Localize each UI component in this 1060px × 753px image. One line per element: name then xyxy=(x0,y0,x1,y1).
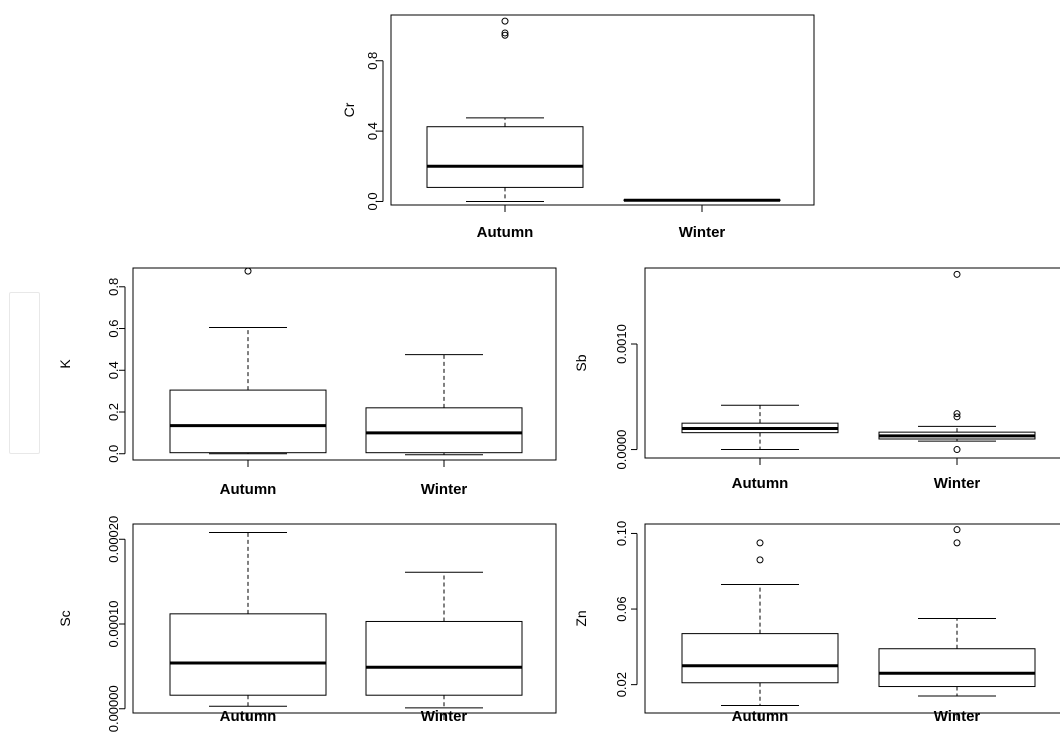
outlier-point xyxy=(501,31,509,39)
decorative-side-tab xyxy=(9,292,40,454)
outlier-point xyxy=(244,267,252,275)
outlier-point xyxy=(953,539,961,547)
panel-zn: 0.02 0.06 0.10 Zn Autumn Winter xyxy=(573,521,1060,725)
outlier-point xyxy=(756,556,764,564)
y-tick-label: 0.2 xyxy=(106,403,121,421)
y-tick-label: 0.00020 xyxy=(106,516,121,563)
y-tick-label: 0.0010 xyxy=(614,324,629,364)
y-tick-label: 0.02 xyxy=(614,672,629,697)
outlier-point xyxy=(501,29,509,37)
y-tick-label: 0.00000 xyxy=(106,685,121,732)
box-autumn xyxy=(681,404,839,451)
x-category-label: Winter xyxy=(679,224,726,241)
y-tick-label: 0.4 xyxy=(365,122,380,140)
iqr-box xyxy=(169,389,327,454)
x-category-label: Autumn xyxy=(732,475,789,492)
x-category-label: Winter xyxy=(934,708,981,725)
y-tick-label: 0.4 xyxy=(106,361,121,379)
y-axis-title: K xyxy=(57,359,73,369)
outlier-point xyxy=(501,17,509,25)
y-tick-label: 0.0000 xyxy=(614,430,629,470)
panel-sc: 0.00000 0.00010 0.00020 Sc Autumn Winter xyxy=(57,516,557,732)
y-axis-title: Sc xyxy=(57,610,73,626)
box-winter xyxy=(365,571,523,709)
outlier-point xyxy=(953,410,961,418)
y-tick-label: 0.06 xyxy=(614,596,629,621)
plot-frame xyxy=(132,267,557,461)
y-axis-title: Cr xyxy=(341,102,357,117)
box-autumn xyxy=(169,531,327,707)
x-category-label: Winter xyxy=(421,481,468,498)
x-category-label: Autumn xyxy=(477,224,534,241)
y-tick-label: 0.8 xyxy=(106,278,121,296)
x-category-label: Winter xyxy=(934,475,981,492)
y-tick-label: 0.00010 xyxy=(106,601,121,648)
x-category-label: Autumn xyxy=(220,708,277,725)
outlier-point xyxy=(953,270,961,278)
outlier-point xyxy=(953,526,961,534)
panel-k: 0.0 0.2 0.4 0.6 0.8 K Autumn Winter xyxy=(57,267,557,498)
panel-sb: 0.0000 0.0010 Sb Autumn Winter xyxy=(573,267,1060,492)
iqr-box xyxy=(365,407,523,454)
y-tick-label: 0.0 xyxy=(106,445,121,463)
y-tick-label: 0.6 xyxy=(106,319,121,337)
outlier-point xyxy=(953,446,961,454)
plot-frame xyxy=(644,523,1060,714)
box-winter xyxy=(365,354,523,456)
iqr-box xyxy=(426,126,584,188)
y-tick-label: 0.10 xyxy=(614,521,629,546)
y-tick-label: 0.0 xyxy=(365,192,380,210)
box-autumn xyxy=(681,539,839,706)
x-category-label: Winter xyxy=(421,708,468,725)
iqr-box xyxy=(169,613,327,696)
iqr-box xyxy=(681,633,839,684)
panel-cr: 0.0 0.4 0.8 Cr Autumn Winter xyxy=(341,14,815,241)
plot-frame xyxy=(390,14,815,206)
y-axis-title: Sb xyxy=(573,354,589,371)
iqr-box xyxy=(365,620,523,696)
outlier-point xyxy=(953,413,961,421)
y-axis-title: Zn xyxy=(573,610,589,626)
x-category-label: Autumn xyxy=(220,481,277,498)
plot-frame xyxy=(644,267,1060,459)
box-winter xyxy=(878,270,1036,454)
box-autumn xyxy=(426,17,584,202)
box-winter xyxy=(623,198,781,202)
plot-frame xyxy=(132,523,557,714)
box-winter xyxy=(878,526,1036,697)
box-autumn xyxy=(169,267,327,455)
outlier-point xyxy=(756,539,764,547)
y-tick-label: 0.8 xyxy=(365,52,380,70)
iqr-box xyxy=(878,648,1036,688)
x-category-label: Autumn xyxy=(732,708,789,725)
